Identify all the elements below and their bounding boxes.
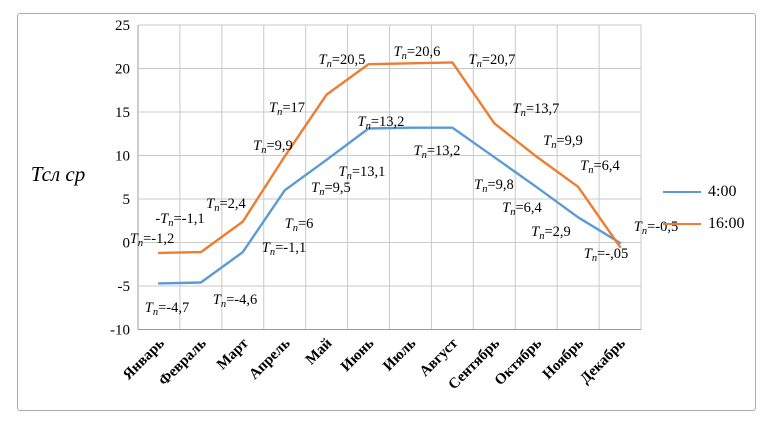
data-label: Тп=20,5 — [319, 52, 366, 70]
legend: 4:00 16:00 — [663, 184, 763, 248]
data-label: Тп=9,9 — [543, 133, 583, 151]
data-label: Тп=-1,2 — [130, 231, 174, 249]
legend-line-icon — [663, 223, 701, 225]
y-tick-label: 5 — [123, 192, 131, 208]
data-label: Тп=20,7 — [469, 52, 516, 70]
data-label: Тп=13,2 — [414, 143, 461, 161]
legend-line-icon — [663, 191, 701, 193]
y-axis-title: Тсл ср — [30, 162, 86, 186]
x-tick-label: Март — [214, 335, 252, 373]
series-line-4-00 — [157, 126, 622, 285]
data-label: Тп=6,4 — [580, 158, 620, 176]
data-label: Тп=-,05 — [584, 246, 628, 264]
data-label: Тп=2,4 — [206, 196, 246, 214]
y-tick-label: 25 — [115, 18, 130, 34]
legend-label: 16:00 — [708, 215, 745, 232]
x-tick-label: Июль — [380, 335, 419, 374]
data-label: Тп=13,1 — [339, 164, 386, 182]
data-label: Тп=6 — [285, 216, 314, 234]
data-label: Тп=-4,6 — [213, 292, 257, 310]
legend-item-4-00: 4:00 — [663, 184, 763, 200]
x-tick-label: Апрель — [246, 335, 293, 382]
chart-outer-border — [17, 13, 756, 411]
y-tick-label: -5 — [118, 279, 131, 295]
data-label: Тп=9,8 — [474, 177, 514, 195]
data-label: Тп=9,5 — [311, 180, 351, 198]
data-label: Тп=13,7 — [513, 101, 560, 119]
data-label: Тп=-4,7 — [145, 300, 189, 318]
x-tick-label: Декабрь — [577, 335, 629, 387]
data-label: Тп=17 — [269, 100, 305, 118]
legend-item-16-00: 16:00 — [663, 216, 763, 232]
y-tick-label: 15 — [115, 105, 130, 121]
data-label: Тп=2,9 — [531, 224, 571, 242]
data-label: Тп=9,9 — [253, 138, 293, 156]
y-tick-label: 10 — [115, 149, 130, 165]
series-line-16-00 — [157, 61, 622, 255]
legend-label: 4:00 — [708, 183, 737, 200]
y-tick-label: 20 — [115, 62, 130, 78]
data-label: Тп=13,2 — [358, 114, 405, 132]
x-tick-label: Июнь — [338, 335, 377, 374]
data-label: Тп=-1,1 — [262, 240, 306, 258]
data-label: Тп=6,4 — [502, 200, 542, 218]
x-tick-label: Май — [303, 335, 336, 368]
y-tick-label: -10 — [110, 323, 130, 339]
data-label: -Тп=-1,1 — [155, 211, 204, 229]
y-tick-label: 0 — [123, 236, 131, 252]
data-label: Тп=20,6 — [394, 44, 441, 62]
